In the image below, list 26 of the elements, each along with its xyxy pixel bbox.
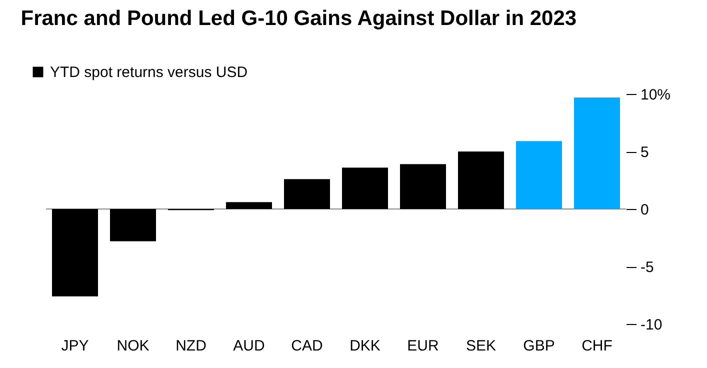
y-tick-label: 0 — [640, 202, 649, 218]
bar — [284, 179, 330, 209]
bar — [342, 168, 388, 209]
y-tick-label: -10 — [640, 316, 662, 334]
bar — [226, 202, 272, 209]
bar — [458, 152, 504, 209]
x-tick-label: CHF — [582, 338, 612, 354]
x-tick-label: JPY — [61, 338, 89, 354]
legend-label: YTD spot returns versus USD — [50, 64, 248, 81]
x-tick-label: AUD — [233, 338, 265, 354]
bar — [52, 209, 98, 296]
x-tick-label: NOK — [116, 338, 150, 354]
chart-title: Franc and Pound Led G-10 Gains Against Dollar in 2023 — [20, 7, 577, 30]
y-tick-label: 5 — [640, 144, 649, 161]
bar — [574, 97, 620, 209]
x-tick-label: DKK — [350, 338, 380, 354]
x-tick-label: NZD — [176, 338, 207, 354]
bar — [516, 141, 562, 209]
y-tick-label: -5 — [640, 259, 654, 276]
bar — [400, 164, 446, 209]
y-tick-label: 10% — [640, 86, 671, 104]
x-tick-label: GBP — [523, 338, 555, 354]
x-tick-label: EUR — [407, 338, 439, 354]
x-tick-label: CAD — [291, 338, 323, 354]
x-tick-label: SEK — [466, 338, 496, 354]
bar — [110, 209, 156, 242]
